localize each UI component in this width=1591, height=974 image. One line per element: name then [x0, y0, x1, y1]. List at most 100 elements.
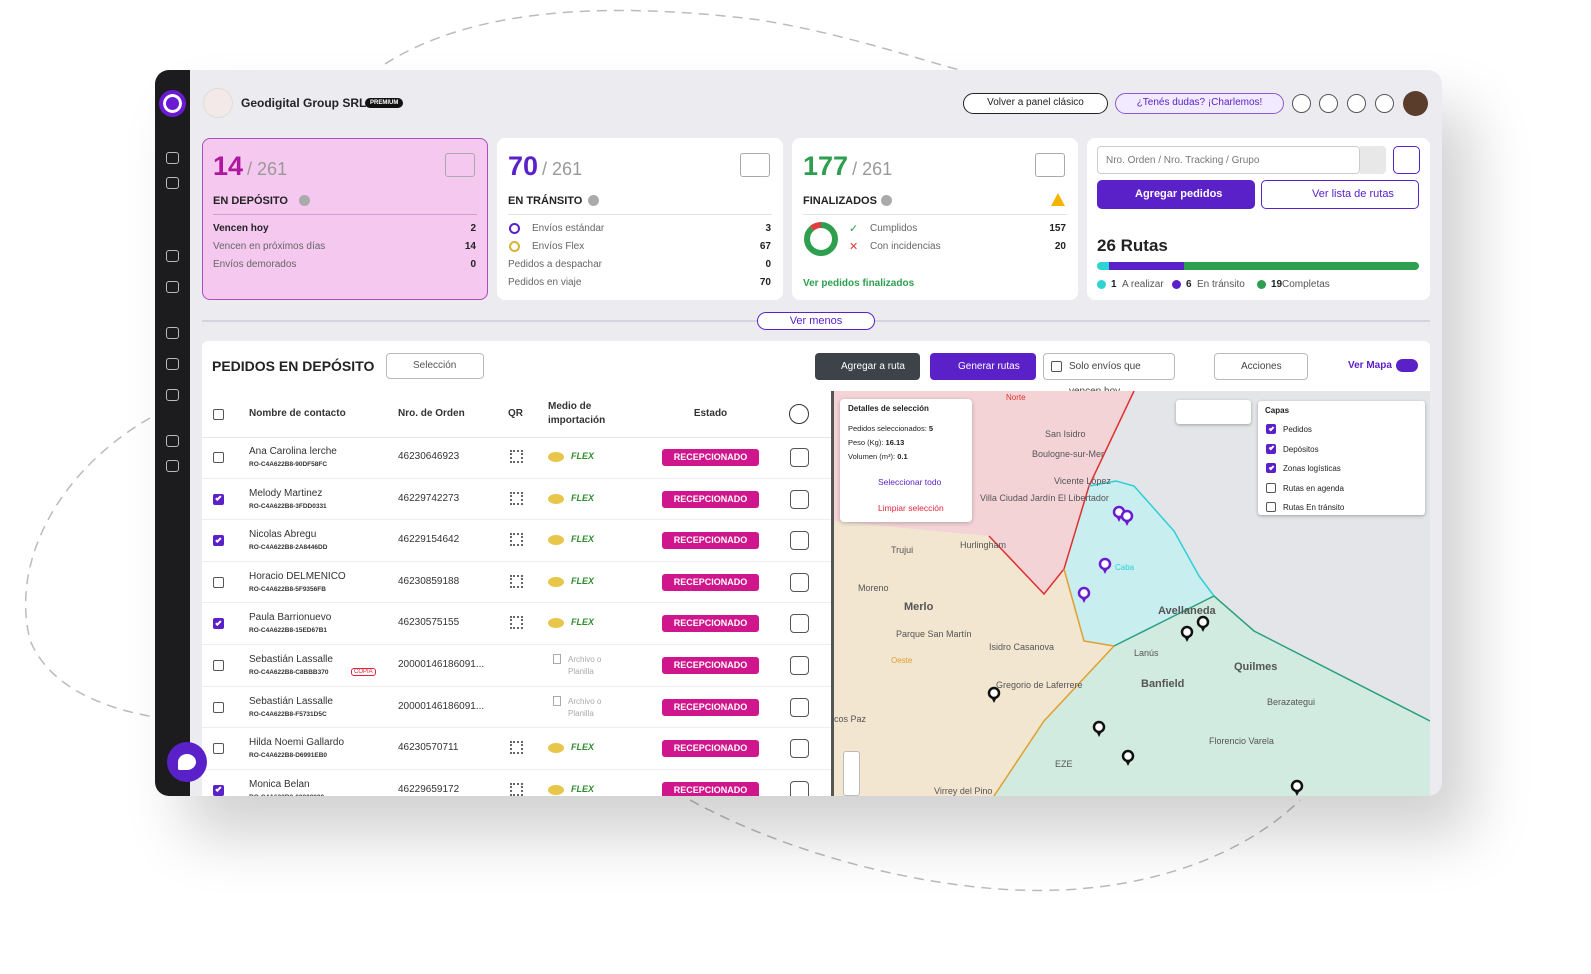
qr-icon: [510, 574, 523, 588]
nav-icon[interactable]: [166, 358, 179, 370]
card-icon: [1035, 153, 1065, 177]
row-menu[interactable]: [790, 489, 809, 509]
row-menu[interactable]: [790, 448, 809, 467]
zone-caba: [1064, 481, 1214, 646]
checkbox[interactable]: [213, 784, 224, 796]
check-mark: [215, 536, 222, 543]
checkbox[interactable]: [213, 618, 224, 630]
select-all[interactable]: Seleccionar todo: [878, 477, 942, 487]
map-switch[interactable]: [1396, 359, 1418, 372]
status-badge: RECEPCIONADO: [662, 698, 759, 716]
checkbox[interactable]: [213, 493, 224, 505]
back-button[interactable]: Volver a panel clásico: [963, 93, 1108, 114]
row-menu[interactable]: [790, 656, 809, 675]
checkbox[interactable]: [213, 535, 224, 547]
flex-icon: [548, 576, 564, 587]
map-pin-tail: [1102, 568, 1108, 574]
company-name: Geodigital Group SRL: [241, 96, 367, 110]
nav-icon[interactable]: [166, 389, 179, 401]
nav-icon[interactable]: [166, 152, 179, 164]
hide-columns-icon[interactable]: [789, 404, 809, 424]
checkbox[interactable]: [1266, 424, 1276, 434]
row-menu[interactable]: [790, 697, 809, 717]
order-code: RO-C4A622B8-2A8446DD: [249, 544, 328, 552]
qr-icon: [510, 616, 523, 630]
row-value: 0: [765, 259, 771, 270]
checkbox[interactable]: [1266, 443, 1276, 454]
header-icon[interactable]: [1319, 94, 1338, 113]
nav-icon[interactable]: [166, 435, 179, 447]
count: 70: [508, 151, 539, 181]
clear-selection[interactable]: Limpiar selección: [878, 503, 944, 513]
help-button[interactable]: ¿Tenés dudas? ¡Charlemos!: [1115, 93, 1284, 114]
nav-icon[interactable]: [166, 327, 179, 339]
row-menu[interactable]: [790, 780, 809, 796]
legend-count: 19: [1271, 279, 1283, 290]
order-code: RO-C4A622B8-15ED67B1: [249, 627, 328, 635]
nav-icon[interactable]: [166, 250, 179, 262]
checkbox[interactable]: [1266, 482, 1276, 493]
order-row: Sebastián Lassalle RO-C4A622B8-F5731D5C 20…: [202, 687, 832, 729]
row-value: 3: [765, 223, 771, 234]
check-mark: [215, 494, 222, 502]
search-input[interactable]: Nro. Orden / Nro. Tracking / Grupo: [1097, 146, 1360, 174]
checkbox[interactable]: [1051, 361, 1062, 372]
contact-name: Monica Belan: [249, 778, 310, 790]
status-card: 70/ 261 EN TRÁNSITO Envíos estándar 3 Envíos…: [497, 138, 783, 300]
checkbox[interactable]: [1266, 463, 1276, 473]
medium: Archivo o Planilla: [568, 655, 602, 676]
checkbox[interactable]: [213, 576, 224, 588]
due-today-filter[interactable]: Solo envíos que vencen hoy: [1043, 353, 1175, 397]
actions-dropdown[interactable]: Acciones: [1214, 353, 1308, 380]
header-icon[interactable]: [1292, 94, 1311, 113]
legend-dot: [1097, 280, 1106, 289]
generate-routes-button[interactable]: Generar rutas: [930, 353, 1036, 380]
checkbox[interactable]: [213, 701, 224, 713]
checkbox[interactable]: [213, 409, 224, 420]
header-icon[interactable]: [1347, 94, 1366, 113]
toggle-button[interactable]: Ver menos: [757, 312, 875, 330]
zone-south: [994, 596, 1430, 796]
routes-list-button[interactable]: Ver lista de rutas: [1261, 180, 1419, 209]
card-title: FINALIZADOS: [803, 195, 877, 207]
finished-link[interactable]: Ver pedidos finalizados: [803, 278, 915, 289]
checkbox[interactable]: [213, 660, 224, 671]
order-code: RO-C4A622B8-F5731D5C: [249, 710, 327, 718]
order-number: 46230575155: [398, 617, 460, 629]
detail-value: 5: [928, 424, 934, 433]
panel-title: PEDIDOS EN DEPÓSITO: [212, 358, 375, 374]
detail-item: Pedidos seleccionados: 5: [848, 424, 933, 433]
zone-border: [1113, 595, 1430, 722]
card-count: 177/ 261: [803, 151, 892, 182]
row-label: Pedidos a despachar: [508, 259, 602, 270]
nav-icon[interactable]: [166, 177, 179, 189]
donut-segment: [804, 222, 838, 256]
map-label: Banfield: [1141, 678, 1184, 690]
add-route-button[interactable]: Agregar a ruta: [815, 353, 920, 380]
row-menu[interactable]: [790, 572, 809, 592]
map-label: Norte: [1006, 393, 1026, 402]
checkbox[interactable]: [1266, 502, 1276, 512]
add-orders-button[interactable]: Agregar pedidos: [1097, 180, 1255, 209]
row-menu[interactable]: [790, 531, 809, 551]
nav-icon[interactable]: [166, 460, 179, 472]
nav-icon[interactable]: [166, 281, 179, 293]
help-icon: [881, 195, 892, 206]
map-label: Avellaneda: [1158, 605, 1217, 617]
checkbox[interactable]: [213, 743, 224, 755]
chat-button[interactable]: [167, 742, 207, 782]
map-pin-tail: [1116, 516, 1122, 522]
checkbox[interactable]: [213, 452, 224, 463]
map-label: Caba: [1115, 563, 1135, 572]
header-icon[interactable]: [1375, 94, 1394, 113]
map-label: Isidro Casanova: [989, 642, 1054, 652]
row-menu[interactable]: [790, 739, 809, 759]
search-button[interactable]: [1360, 146, 1386, 174]
order-number: 46229659172: [398, 783, 460, 795]
selection-dropdown[interactable]: Selección: [386, 353, 484, 379]
dash-curve: [384, 9, 961, 71]
details-title: Detalles de selección: [848, 404, 929, 413]
filter-button[interactable]: [1393, 146, 1420, 174]
total: / 261: [852, 159, 893, 179]
row-menu[interactable]: [790, 614, 809, 634]
